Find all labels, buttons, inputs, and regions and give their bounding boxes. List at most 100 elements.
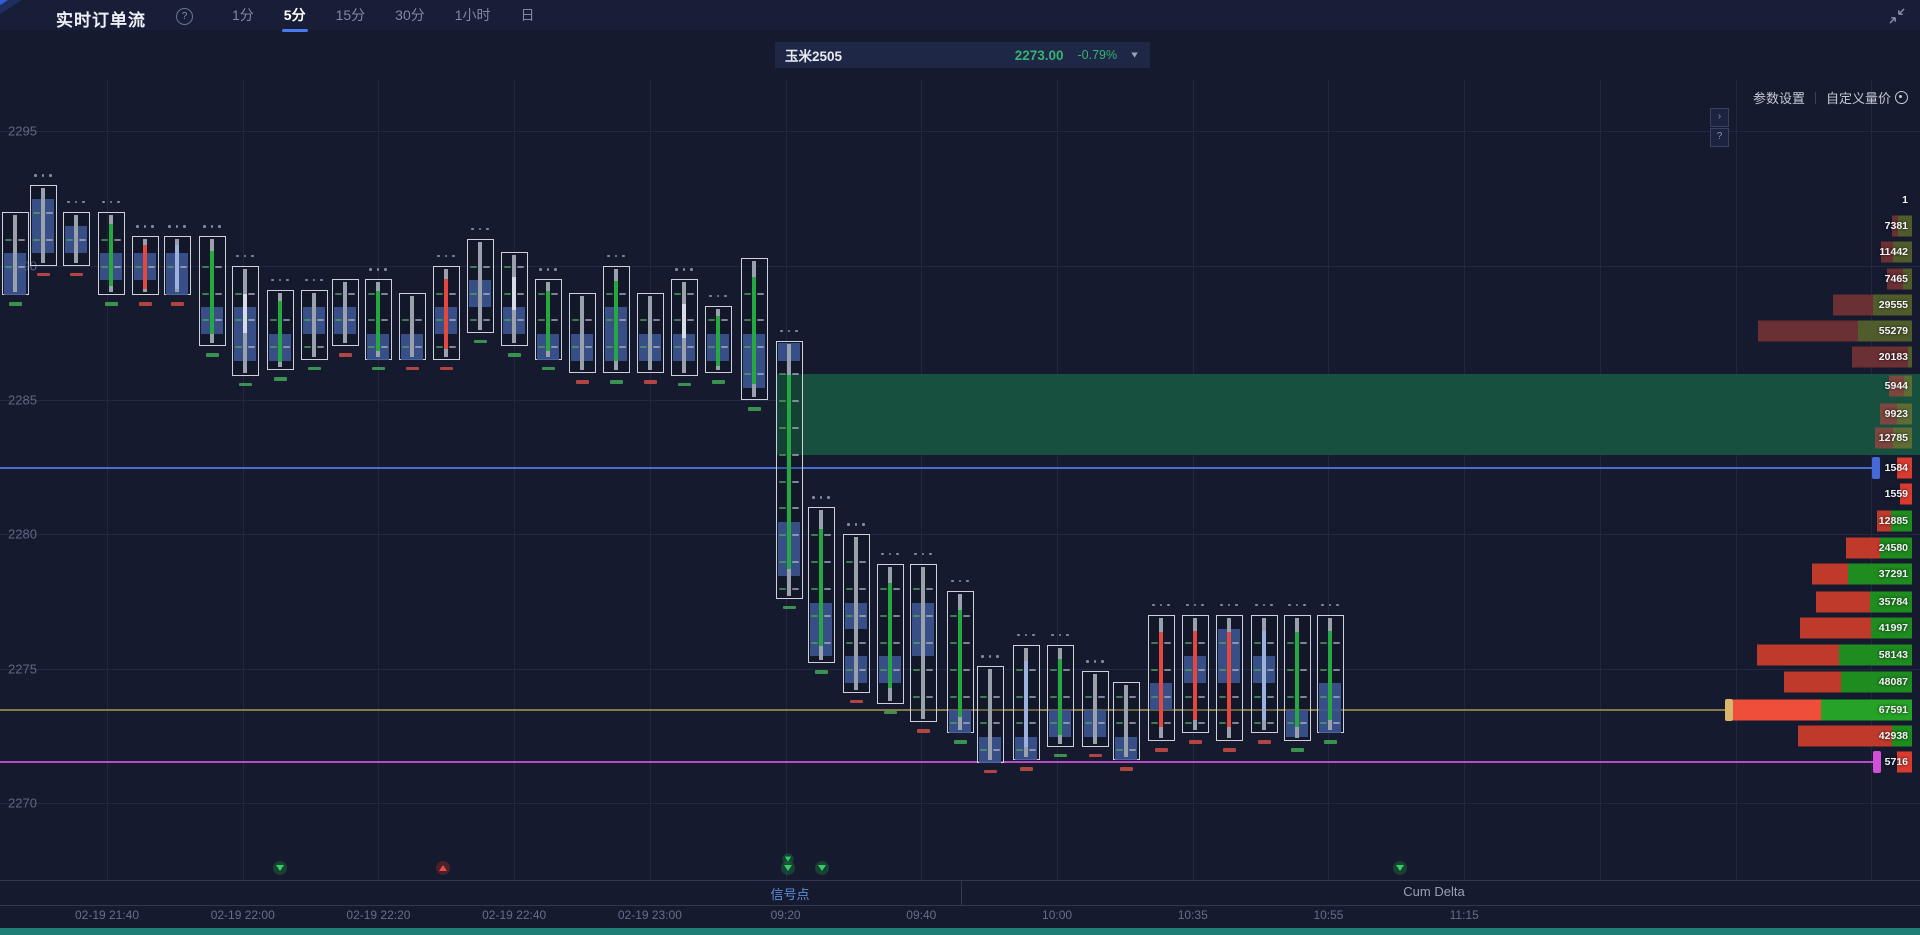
tab-日[interactable]: 日 <box>520 7 535 23</box>
footprint-candle[interactable] <box>807 507 835 664</box>
ask-text <box>380 346 388 349</box>
volume-profile-bar <box>1757 644 1912 666</box>
instrument-selector[interactable]: 玉米2505 2273.00 -0.79% ▼ <box>775 42 1150 68</box>
footprint-candle[interactable] <box>602 265 630 374</box>
footprint-candle[interactable] <box>97 211 125 296</box>
footprint-candle[interactable] <box>29 185 57 266</box>
candle-annotation <box>1336 603 1339 607</box>
footprint-candle[interactable] <box>976 666 1004 763</box>
footprint-candle[interactable] <box>300 289 328 360</box>
time-scrollbar[interactable] <box>0 928 1920 935</box>
candle-body-line <box>1327 631 1332 720</box>
ask-text <box>962 668 970 671</box>
panel-help-button[interactable]: ? <box>1710 128 1729 147</box>
footprint-candle[interactable] <box>704 305 732 374</box>
footprint-candle[interactable] <box>775 340 803 599</box>
bid-text <box>368 346 375 349</box>
bid-text <box>1320 722 1327 725</box>
ask-text <box>925 641 933 644</box>
bid-text <box>913 588 920 591</box>
bid-text <box>779 588 786 591</box>
candle-annotation <box>929 552 932 556</box>
footprint-candle[interactable] <box>364 279 392 360</box>
candle-delta-value <box>1154 748 1168 752</box>
candle-wick <box>1123 685 1128 758</box>
footprint-candle[interactable] <box>1081 671 1109 747</box>
volume-profile-value: 1559 <box>1884 488 1908 500</box>
help-icon[interactable]: ? <box>176 8 193 25</box>
footprint-candle[interactable] <box>432 265 460 360</box>
ask-text <box>584 346 592 349</box>
ask-text <box>584 319 592 322</box>
ask-text <box>791 453 799 456</box>
tab-30分[interactable]: 30分 <box>395 7 425 23</box>
bid-text <box>779 399 786 402</box>
footprint-candle[interactable] <box>876 563 904 704</box>
footprint-candle[interactable] <box>398 292 426 360</box>
ask-text <box>756 319 764 322</box>
tab-1分[interactable]: 1分 <box>232 7 254 23</box>
candle-body-line <box>1158 632 1163 728</box>
footprint-candle[interactable] <box>231 265 259 376</box>
footprint-candle[interactable] <box>1250 614 1278 734</box>
footprint-candle[interactable] <box>1147 614 1175 742</box>
volume-profile-value: 7381 <box>1884 220 1908 232</box>
sell-volume-segment <box>1812 563 1848 585</box>
collapse-icon[interactable] <box>1888 8 1906 24</box>
footprint-candle[interactable] <box>1181 614 1209 734</box>
footprint-candle[interactable] <box>62 211 90 266</box>
param-settings-link[interactable]: 参数设置 <box>1752 91 1805 106</box>
ask-text <box>414 346 422 349</box>
footprint-candle[interactable] <box>198 236 226 347</box>
signal-points-label[interactable]: 信号点 <box>770 887 810 902</box>
footprint-candle[interactable] <box>266 289 294 371</box>
footprint-candle[interactable] <box>740 257 768 400</box>
footprint-candle[interactable] <box>331 279 359 347</box>
footprint-candle[interactable] <box>466 238 494 333</box>
footprint-candle[interactable] <box>1316 614 1344 734</box>
volume-profile-bar <box>1881 241 1912 263</box>
tab-5分[interactable]: 5分 <box>281 1 308 32</box>
volume-profile-value: 5944 <box>1884 380 1908 392</box>
footprint-candle[interactable] <box>1215 614 1243 742</box>
candle-annotation <box>203 225 206 228</box>
footprint-candle[interactable] <box>670 279 698 376</box>
footprint-candle[interactable] <box>636 292 664 374</box>
bid-text <box>811 534 818 537</box>
ask-text <box>1062 695 1070 698</box>
bid-text <box>504 319 511 322</box>
footprint-candle[interactable] <box>131 236 159 296</box>
footprint-candle[interactable] <box>1046 644 1074 747</box>
bid-text <box>1016 722 1023 725</box>
footprint-candle[interactable] <box>163 236 191 296</box>
bid-text <box>202 292 209 295</box>
buy-volume-segment <box>1870 591 1912 613</box>
candle-annotation <box>1193 603 1196 607</box>
ask-text <box>618 292 626 295</box>
tab-15分[interactable]: 15分 <box>335 7 366 23</box>
footprint-candle[interactable] <box>1012 644 1040 761</box>
footprint-candle[interactable] <box>946 590 974 734</box>
candle-body-line <box>511 276 516 310</box>
tab-1小时[interactable]: 1小时 <box>454 7 491 23</box>
panel-expand-button[interactable]: › <box>1710 108 1729 127</box>
candle-annotation <box>109 200 112 204</box>
bid-text <box>470 292 477 295</box>
footprint-candle[interactable] <box>1283 614 1311 742</box>
candle-annotation <box>1159 603 1162 607</box>
footprint-candle[interactable] <box>500 252 528 347</box>
bid-text <box>606 292 613 295</box>
ask-text <box>756 292 764 295</box>
custom-volume-price-link[interactable]: 自定义量价 <box>1826 88 1908 107</box>
footprint-candle[interactable] <box>1 211 29 296</box>
candle-delta-value <box>1088 753 1102 758</box>
ask-text <box>482 265 490 268</box>
footprint-candle[interactable] <box>842 534 870 693</box>
candle-annotation <box>384 268 387 271</box>
footprint-candle[interactable] <box>909 563 937 723</box>
footprint-candle[interactable] <box>568 292 596 374</box>
candle-body-line <box>751 277 756 384</box>
candle-annotation <box>812 496 815 499</box>
footprint-candle[interactable] <box>534 279 562 360</box>
footprint-candle[interactable] <box>1112 682 1140 761</box>
